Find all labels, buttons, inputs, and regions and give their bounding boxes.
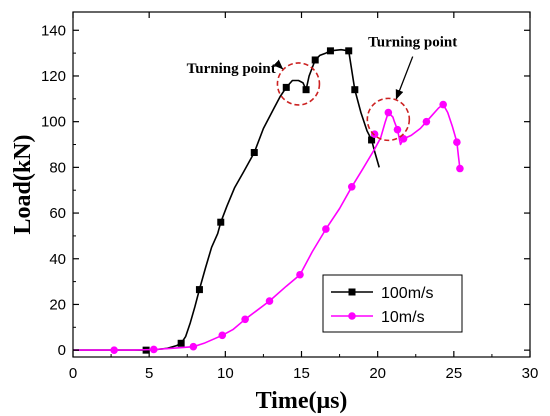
- series-0-marker: [302, 86, 310, 94]
- legend: 100m/s 10m/s: [322, 274, 463, 333]
- turning-point-circle: [276, 62, 321, 106]
- x-tick-label: 20: [369, 365, 386, 382]
- axes: 0 5 10 15 20 25 30 0 20 40 60 80 100 120 140: [41, 11, 539, 382]
- series-1-marker: [218, 331, 227, 340]
- series-0-marker: [195, 286, 203, 294]
- series-line-1: [73, 103, 461, 351]
- y-tick-label: 0: [58, 342, 66, 359]
- series-1-marker: [241, 315, 249, 324]
- y-axis-title: Load(kN): [10, 134, 36, 234]
- series-0-marker: [351, 86, 359, 94]
- series-1-marker: [384, 108, 393, 117]
- turning-point-label: Turning point: [368, 35, 457, 51]
- series-1-marker: [453, 138, 461, 147]
- series-1-marker: [110, 346, 118, 354]
- series-0-marker: [368, 136, 376, 144]
- legend-marker-1: [348, 312, 356, 320]
- series-1-marker: [322, 225, 330, 233]
- y-tick-label: 60: [49, 205, 66, 222]
- turning-point-label: Turning point: [187, 61, 276, 77]
- series-0-marker: [282, 83, 290, 91]
- series-1-marker: [456, 164, 464, 173]
- x-tick-label: 5: [145, 365, 153, 382]
- x-tick-label: 30: [522, 365, 539, 382]
- x-tick-label: 15: [293, 365, 310, 382]
- series-1-marker: [265, 297, 274, 305]
- x-axis-title: Time(μs): [256, 388, 348, 414]
- y-tick-label: 120: [41, 68, 66, 85]
- y-tick-label: 140: [41, 22, 66, 39]
- legend-marker-0: [348, 288, 356, 296]
- x-tick-label: 10: [217, 365, 234, 382]
- series-1-marker: [439, 100, 447, 109]
- plot-area: [73, 47, 464, 354]
- series-0-marker: [250, 149, 258, 157]
- series-1-marker: [399, 135, 408, 143]
- x-tick-label: 0: [69, 365, 77, 382]
- y-tick-label: 80: [49, 159, 66, 176]
- y-tick-label: 100: [41, 114, 66, 131]
- series-0-marker: [217, 218, 225, 226]
- series-0-marker: [326, 47, 334, 55]
- y-tick-label: 40: [49, 251, 66, 268]
- series-1-marker: [422, 117, 431, 126]
- turning-point-circle: [366, 97, 411, 142]
- series-1-marker: [149, 345, 158, 354]
- legend-box: [322, 274, 463, 333]
- legend-label-1: 10m/s: [381, 309, 425, 326]
- series-1-marker: [347, 182, 356, 191]
- turning-point-arrow: [395, 56, 414, 100]
- series-1-marker: [189, 342, 198, 351]
- series-0-marker: [345, 47, 353, 55]
- legend-label-0: 100m/s: [381, 285, 433, 302]
- series-1-marker: [393, 125, 402, 134]
- x-tick-label: 25: [445, 365, 462, 382]
- series-1-marker: [296, 270, 304, 279]
- annotations: Turning point Turning point: [187, 35, 457, 142]
- series-0-marker: [177, 339, 185, 347]
- series-0-marker: [311, 56, 319, 64]
- y-tick-label: 20: [49, 296, 66, 313]
- turning-point-arrow: [273, 59, 284, 70]
